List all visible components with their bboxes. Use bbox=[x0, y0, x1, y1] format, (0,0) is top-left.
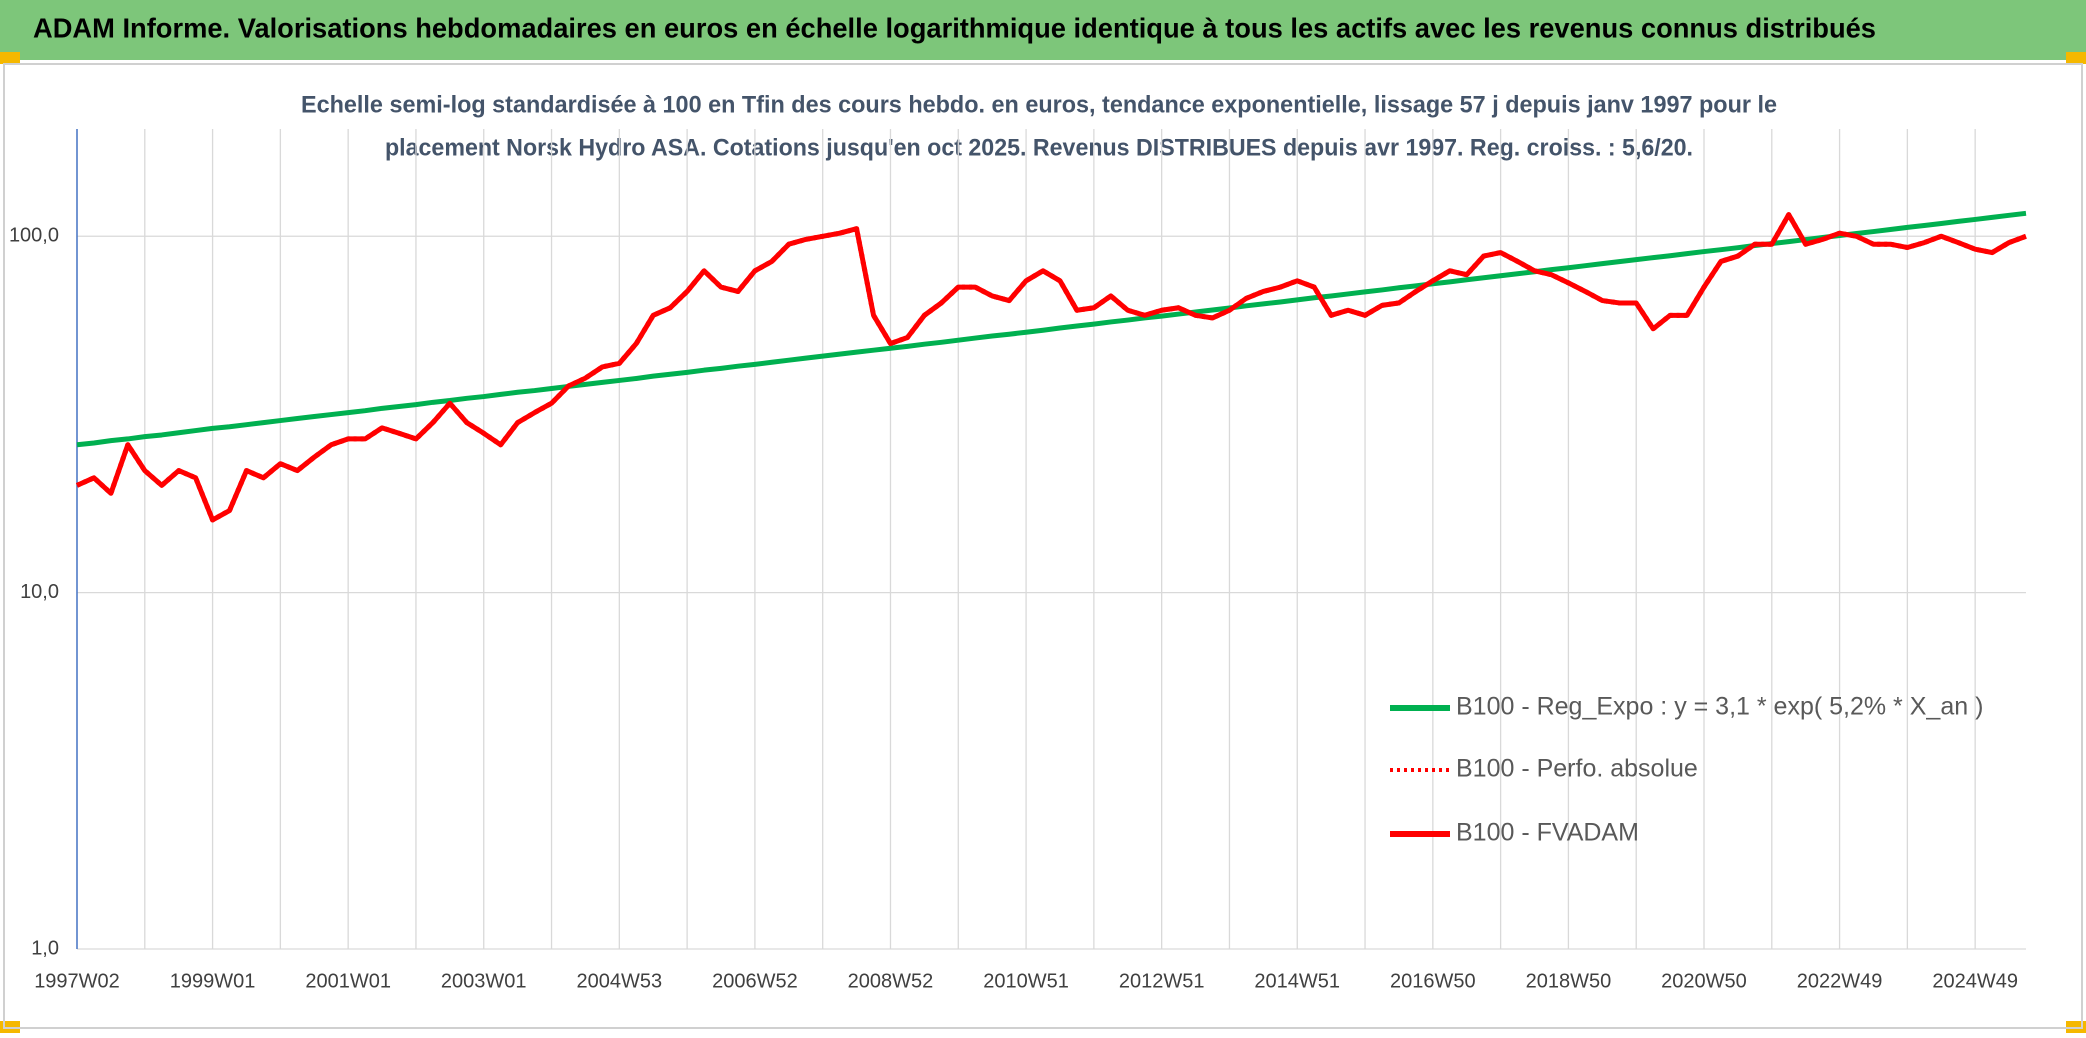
corner-mark bbox=[2066, 52, 2086, 64]
x-tick-label: 2020W50 bbox=[1661, 970, 1747, 992]
chart-frame bbox=[3, 63, 2083, 1029]
x-tick-label: 2006W52 bbox=[712, 970, 798, 992]
x-tick-label: 2001W01 bbox=[305, 970, 391, 992]
y-tick-label: 100,0 bbox=[9, 225, 59, 247]
x-tick-label: 1997W02 bbox=[34, 970, 120, 992]
x-tick-label: 2008W52 bbox=[848, 970, 934, 992]
chart-subtitle: Echelle semi-log standardisée à 100 en T… bbox=[301, 91, 1777, 118]
x-tick-label: 2016W50 bbox=[1390, 970, 1476, 992]
y-tick-label: 10,0 bbox=[20, 581, 59, 603]
legend-label: B100 - FVADAM bbox=[1456, 819, 1639, 847]
header-bar bbox=[0, 0, 2086, 60]
x-tick-label: 2022W49 bbox=[1797, 970, 1883, 992]
page-title: ADAM Informe. Valorisations hebdomadaire… bbox=[33, 12, 1876, 43]
x-tick-label: 1999W01 bbox=[170, 970, 256, 992]
x-tick-label: 2012W51 bbox=[1119, 970, 1205, 992]
series-line bbox=[75, 212, 2027, 523]
x-tick-label: 2014W51 bbox=[1254, 970, 1340, 992]
x-tick-label: 2010W51 bbox=[983, 970, 1069, 992]
legend-label: B100 - Perfo. absolue bbox=[1456, 755, 1698, 783]
x-tick-label: 2004W53 bbox=[577, 970, 663, 992]
corner-mark bbox=[0, 52, 20, 64]
x-tick-label: 2018W50 bbox=[1526, 970, 1612, 992]
x-tick-label: 2024W49 bbox=[1932, 970, 2018, 992]
series-line bbox=[76, 210, 2027, 448]
y-tick-label: 1,0 bbox=[31, 937, 59, 959]
chart-subtitle: placement Norsk Hydro ASA. Cotations jus… bbox=[385, 134, 1693, 161]
x-tick-label: 2003W01 bbox=[441, 970, 527, 992]
legend-label: B100 - Reg_Expo : y = 3,1 * exp( 5,2% * … bbox=[1456, 693, 1983, 721]
